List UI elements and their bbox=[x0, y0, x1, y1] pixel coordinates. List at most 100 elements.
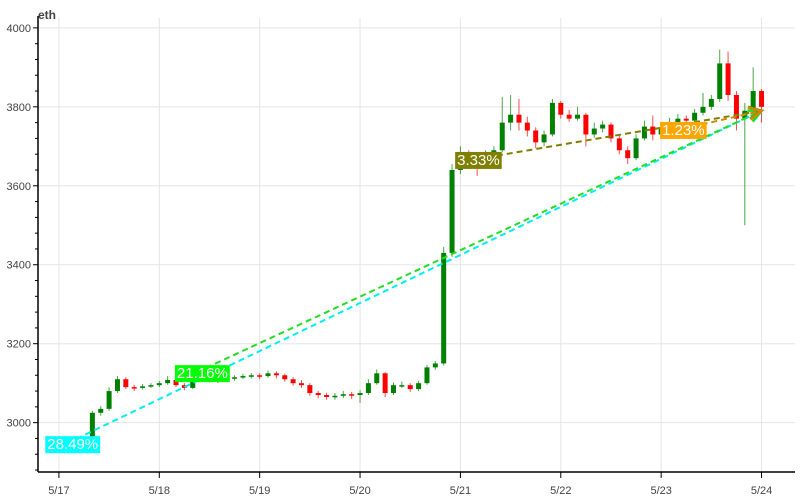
candle-body bbox=[683, 118, 689, 121]
candle-body bbox=[725, 63, 731, 95]
x-tick-label: 5/24 bbox=[751, 485, 772, 497]
candle-body bbox=[340, 394, 346, 396]
candles bbox=[48, 49, 765, 453]
x-tick-label: 5/17 bbox=[48, 485, 69, 497]
candle-body bbox=[140, 386, 146, 388]
candle-body bbox=[190, 379, 196, 388]
candle-body bbox=[282, 375, 288, 380]
percent-label-bg bbox=[455, 151, 502, 169]
candle-body bbox=[232, 377, 238, 379]
candle-body bbox=[441, 252, 447, 364]
candle-body bbox=[407, 385, 413, 390]
candle-body bbox=[390, 385, 396, 394]
candle-body bbox=[290, 379, 296, 384]
candle-body bbox=[248, 375, 254, 377]
candle-body bbox=[692, 112, 698, 121]
y-tick-label: 3400 bbox=[7, 260, 31, 272]
candle-body bbox=[399, 385, 405, 387]
candle-body bbox=[416, 383, 422, 390]
candle-body bbox=[608, 124, 614, 139]
candle-body bbox=[600, 124, 606, 129]
candle-body bbox=[257, 375, 263, 377]
candle-body bbox=[566, 114, 572, 119]
candle-body bbox=[114, 379, 120, 392]
candle-body bbox=[759, 91, 765, 107]
percent-label-bg bbox=[174, 365, 230, 383]
candle-body bbox=[349, 394, 355, 396]
candle-body bbox=[575, 114, 581, 119]
candle-body bbox=[499, 122, 505, 151]
candle-body bbox=[733, 94, 739, 119]
trend-line bbox=[196, 109, 762, 374]
axes: 3000 3200 3400 3600 3800 4000 5/17 5/18 5/19 5/20… bbox=[7, 16, 795, 497]
candle-body bbox=[524, 122, 530, 131]
candle-body bbox=[165, 380, 171, 384]
candle-body bbox=[541, 134, 547, 143]
candle-body bbox=[633, 138, 639, 159]
candle-body bbox=[240, 376, 246, 378]
chart-title: eth bbox=[38, 8, 56, 22]
candle-body bbox=[650, 126, 656, 135]
x-tick-label: 5/20 bbox=[349, 485, 370, 497]
candle-body bbox=[432, 363, 438, 368]
arrow-head bbox=[747, 106, 765, 121]
candle-body bbox=[123, 379, 129, 388]
percent-label-bg bbox=[45, 436, 101, 454]
candle-body bbox=[106, 391, 112, 409]
percent-label: 21.16% bbox=[177, 365, 228, 382]
candle-body bbox=[382, 373, 388, 394]
y-tick-label: 4000 bbox=[7, 23, 31, 35]
candle-body bbox=[533, 130, 539, 143]
candle-body bbox=[708, 98, 714, 107]
candle-body bbox=[449, 169, 455, 253]
candle-body bbox=[89, 412, 95, 442]
candle-body bbox=[332, 395, 338, 398]
candle-body bbox=[508, 114, 514, 123]
y-tick-label: 3800 bbox=[7, 102, 31, 114]
candle-body bbox=[717, 63, 723, 99]
candle-body bbox=[641, 126, 647, 139]
candle-body bbox=[265, 373, 271, 377]
candle-body bbox=[374, 373, 380, 384]
candle-body bbox=[591, 128, 597, 135]
trend-line bbox=[66, 109, 762, 445]
y-tick-label: 3000 bbox=[7, 418, 31, 430]
candle-body bbox=[700, 106, 706, 113]
x-tick-label: 5/18 bbox=[149, 485, 170, 497]
candle-body bbox=[298, 383, 304, 386]
candle-body bbox=[516, 114, 522, 123]
x-tick-label: 5/21 bbox=[450, 485, 471, 497]
candle-body bbox=[307, 385, 313, 394]
x-tick-label: 5/23 bbox=[650, 485, 671, 497]
annotations: 28.49% 21.16% 3.33% 1.23% bbox=[45, 105, 765, 454]
candle-body bbox=[424, 367, 430, 384]
y-tick-label: 3200 bbox=[7, 339, 31, 351]
candle-body bbox=[750, 91, 756, 111]
candle-body bbox=[365, 383, 371, 394]
trend-line bbox=[476, 109, 762, 160]
percent-label: 3.33% bbox=[457, 152, 500, 169]
candle-body bbox=[625, 150, 631, 159]
candle-body bbox=[273, 373, 279, 376]
percent-label-bg bbox=[660, 121, 707, 139]
x-tick-label: 5/22 bbox=[550, 485, 571, 497]
y-tick-label: 3600 bbox=[7, 181, 31, 193]
candle-body bbox=[549, 102, 555, 135]
candle-body bbox=[675, 118, 681, 123]
candle-body bbox=[583, 114, 589, 135]
candle-body bbox=[148, 385, 154, 387]
grid bbox=[38, 18, 795, 472]
candle-body bbox=[315, 393, 321, 396]
candle-body bbox=[156, 383, 162, 386]
candle-body bbox=[131, 387, 137, 389]
percent-label: 1.23% bbox=[662, 122, 705, 139]
candle-body bbox=[98, 408, 104, 413]
candle-body bbox=[173, 380, 179, 386]
candle-body bbox=[324, 395, 330, 397]
candle-body bbox=[558, 102, 564, 115]
x-tick-label: 5/19 bbox=[249, 485, 270, 497]
candle-body bbox=[616, 138, 622, 151]
candle-body bbox=[357, 393, 363, 396]
percent-label: 28.49% bbox=[47, 436, 98, 453]
